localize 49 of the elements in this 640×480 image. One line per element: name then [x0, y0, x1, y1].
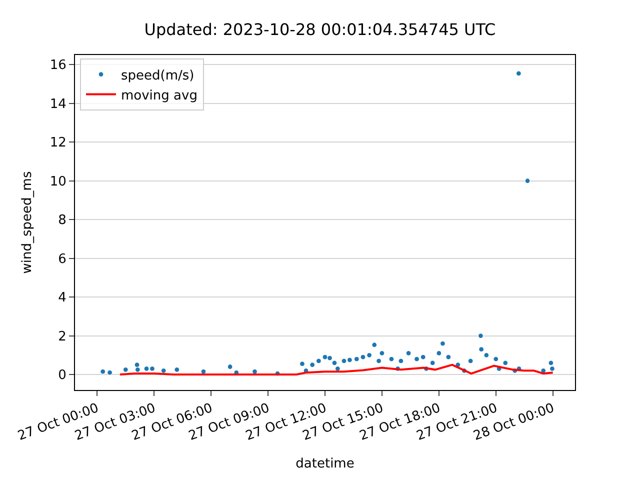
- point: [134, 366, 140, 372]
- point: [322, 354, 328, 360]
- point: [144, 366, 150, 372]
- point: [430, 360, 436, 366]
- legend-label: moving avg: [121, 88, 198, 104]
- line-series: [118, 364, 554, 376]
- point: [440, 340, 446, 346]
- y-tick-label: 6: [58, 252, 66, 267]
- point: [354, 356, 360, 362]
- point: [316, 358, 322, 364]
- y-tick-label: 2: [58, 329, 66, 344]
- y-tick-label: 8: [58, 213, 66, 228]
- legend-label: speed(m/s): [121, 68, 194, 84]
- point: [446, 354, 452, 360]
- point: [107, 370, 113, 376]
- y-tick-label: 14: [50, 96, 66, 112]
- point: [548, 360, 554, 366]
- point: [332, 360, 338, 366]
- y-tick-label: 10: [50, 174, 66, 190]
- point: [549, 366, 556, 372]
- point: [516, 70, 522, 76]
- x-axis-title: datetime: [296, 456, 354, 472]
- point: [360, 354, 366, 360]
- point: [341, 358, 347, 364]
- point: [149, 366, 156, 372]
- point: [414, 356, 420, 362]
- point: [398, 358, 404, 364]
- point: [420, 354, 426, 360]
- y-tick-label: 0: [58, 368, 66, 384]
- point: [484, 352, 490, 358]
- chart-title: Updated: 2023-10-28 00:01:04.354745 UTC: [144, 20, 496, 40]
- point: [502, 360, 508, 366]
- point: [100, 368, 106, 374]
- point: [122, 366, 128, 372]
- y-tick-label: 12: [50, 136, 66, 151]
- point: [493, 356, 499, 362]
- y-tick-label: 4: [58, 290, 66, 306]
- point: [468, 358, 474, 364]
- point: [376, 358, 382, 364]
- point: [326, 355, 333, 361]
- y-tick-label: 16: [50, 58, 66, 74]
- point: [372, 342, 378, 348]
- point: [160, 368, 166, 374]
- point: [366, 352, 372, 358]
- y-axis-title: wind_speed_ms: [20, 171, 35, 274]
- point: [388, 356, 394, 362]
- point: [310, 362, 316, 368]
- point: [174, 366, 180, 372]
- point: [524, 178, 530, 184]
